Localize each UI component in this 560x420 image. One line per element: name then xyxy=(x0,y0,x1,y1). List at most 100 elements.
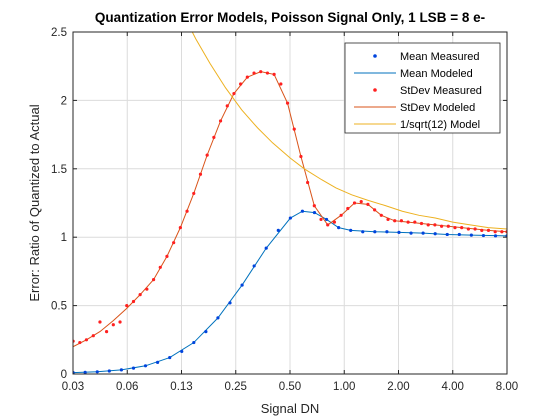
data-point-stdev-measured xyxy=(165,254,169,258)
data-point-stdev-measured xyxy=(473,227,477,231)
data-point-mean-measured xyxy=(373,230,377,234)
data-point-stdev-measured xyxy=(279,82,283,86)
data-point-mean-measured xyxy=(168,355,172,360)
data-point-stdev-measured xyxy=(332,220,337,224)
data-point-stdev-measured xyxy=(426,223,430,227)
y-axis-ticks: 0 0.5 1 1.5 2 2.5 xyxy=(51,27,507,381)
data-point-stdev-measured xyxy=(239,82,243,86)
legend-label: 1/sqrt(12) Model xyxy=(400,119,480,131)
data-point-stdev-measured xyxy=(118,320,122,324)
data-point-stdev-measured xyxy=(500,230,504,234)
data-point-stdev-measured xyxy=(225,104,229,108)
data-point-stdev-measured xyxy=(131,299,136,304)
data-point-stdev-measured xyxy=(346,206,350,211)
data-point-mean-measured xyxy=(409,231,413,235)
data-point-mean-measured xyxy=(469,233,473,237)
data-point-stdev-measured xyxy=(413,220,417,224)
legend-label: Mean Modeled xyxy=(400,68,473,80)
data-point-stdev-measured xyxy=(192,191,196,196)
data-point-mean-measured xyxy=(433,232,437,236)
data-point-stdev-measured xyxy=(393,219,397,223)
data-point-stdev-measured xyxy=(178,226,182,230)
data-point-stdev-measured xyxy=(366,202,370,206)
x-tick-label: 0.03 xyxy=(62,381,84,393)
x-tick-label: 4.00 xyxy=(442,381,464,393)
data-point-mean-measured xyxy=(288,216,292,220)
data-point-mean-measured xyxy=(216,316,220,320)
series-line-1-sqrt-12-model xyxy=(191,32,507,230)
data-point-stdev-measured xyxy=(460,226,464,230)
data-point-mean-measured xyxy=(324,217,329,222)
data-point-mean-measured xyxy=(252,264,256,268)
data-point-stdev-measured xyxy=(480,228,484,232)
data-point-stdev-measured xyxy=(419,221,424,226)
data-point-stdev-measured xyxy=(359,200,363,204)
y-tick-label: 1 xyxy=(61,232,67,244)
data-point-mean-measured xyxy=(397,230,401,235)
data-point-mean-measured xyxy=(337,226,341,230)
y-tick-label: 2.5 xyxy=(51,27,67,39)
x-axis-ticks: 0.03 0.06 0.13 0.25 0.50 1.00 2.00 4.00 8.00 xyxy=(62,32,518,393)
x-axis-label: Signal DN xyxy=(261,401,320,416)
grid xyxy=(72,31,508,375)
data-point-stdev-measured xyxy=(218,119,223,123)
data-point-mean-measured xyxy=(493,234,498,238)
data-point-mean-measured xyxy=(240,283,244,287)
data-point-stdev-measured xyxy=(406,220,410,224)
data-point-stdev-measured xyxy=(84,338,89,342)
data-point-stdev-measured xyxy=(440,224,444,228)
data-point-mean-measured xyxy=(361,230,365,234)
x-tick-label: 8.00 xyxy=(496,381,518,393)
data-point-mean-measured xyxy=(349,228,353,232)
data-point-stdev-measured xyxy=(265,71,270,75)
data-point-mean-measured xyxy=(385,230,389,234)
data-point-stdev-measured xyxy=(379,213,383,217)
data-point-stdev-measured xyxy=(433,223,437,227)
data-point-stdev-measured xyxy=(292,127,296,131)
data-point-mean-measured xyxy=(192,340,196,345)
y-tick-label: 0.5 xyxy=(51,301,67,313)
data-point-stdev-measured xyxy=(453,226,457,230)
data-point-stdev-measured xyxy=(312,204,316,208)
data-point-mean-measured xyxy=(143,364,148,368)
data-point-stdev-measured xyxy=(386,217,390,222)
data-point-stdev-measured xyxy=(272,72,276,77)
data-point-stdev-measured xyxy=(352,201,357,205)
data-point-mean-measured xyxy=(83,370,87,374)
data-point-stdev-measured xyxy=(493,230,497,234)
data-point-mean-measured xyxy=(131,366,136,370)
data-point-mean-measured xyxy=(481,233,486,238)
legend-label: StDev Modeled xyxy=(400,102,475,114)
data-point-stdev-measured xyxy=(339,213,343,217)
data-point-stdev-measured xyxy=(306,180,310,185)
legend-label: Mean Measured xyxy=(400,51,480,63)
data-point-stdev-measured xyxy=(205,153,209,157)
legend: Mean Measured Mean Modeled StDev Measured S… xyxy=(344,42,501,134)
data-point-stdev-measured xyxy=(259,70,263,74)
legend-marker xyxy=(373,54,377,58)
legend-box xyxy=(344,42,501,134)
data-point-mean-measured xyxy=(457,232,461,237)
data-point-stdev-measured xyxy=(151,278,156,282)
data-point-stdev-measured xyxy=(125,304,129,308)
data-point-mean-measured xyxy=(264,246,268,250)
data-point-stdev-measured xyxy=(486,228,491,232)
x-tick-label: 2.00 xyxy=(387,381,409,393)
data-point-stdev-measured xyxy=(373,208,377,212)
data-point-mean-measured xyxy=(445,232,449,237)
x-tick-label: 1.00 xyxy=(333,381,355,393)
x-tick-label: 0.13 xyxy=(170,381,192,393)
chart-title: Quantization Error Models, Poisson Signa… xyxy=(95,10,485,25)
data-point-mean-measured xyxy=(107,369,111,373)
data-point-stdev-measured xyxy=(172,241,176,245)
data-point-stdev-measured xyxy=(91,334,95,338)
data-point-stdev-measured xyxy=(111,323,115,327)
data-point-mean-measured xyxy=(276,228,280,232)
data-point-mean-measured xyxy=(300,209,305,213)
y-axis-label: Error: Ratio of Quantized to Actual xyxy=(27,104,42,301)
data-point-mean-measured xyxy=(95,370,99,374)
data-point-stdev-measured xyxy=(212,135,216,139)
data-point-stdev-measured xyxy=(145,287,149,291)
data-point-stdev-measured xyxy=(198,172,203,176)
